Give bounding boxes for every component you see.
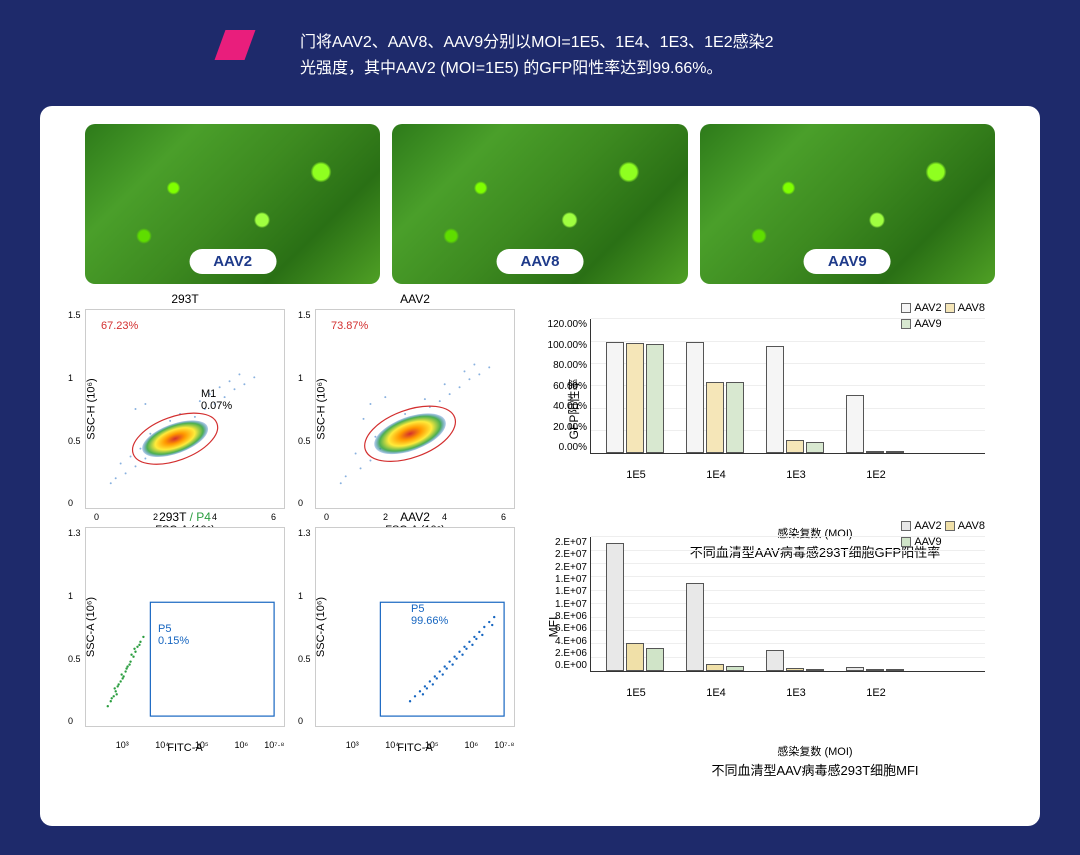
micrograph-aav8: AAV8 bbox=[392, 124, 687, 284]
scatter-aav2-p4: AAV2 SSC-A (10⁶) P599.66% 10³10⁴10⁵10⁶10… bbox=[315, 527, 515, 727]
scatter-title: 293T bbox=[86, 292, 284, 306]
scatter-plot-icon bbox=[316, 310, 514, 508]
scatter-293t: 293T SSC-H (10⁶) 67.23% M10.07% 0246 00.… bbox=[85, 309, 285, 509]
scatter-title: AAV2 bbox=[316, 510, 514, 524]
header-line1: 门将AAV2、AAV8、AAV9分别以MOI=1E5、1E4、1E3、1E2感染… bbox=[300, 30, 1040, 56]
scatter-title: AAV2 bbox=[316, 292, 514, 306]
bar-chart-mfi: AAV2 AAV8 AAV9 MFI 0.E+002.E+064.E+066.E… bbox=[545, 527, 995, 727]
bar-plot-area: 0.E+002.E+064.E+066.E+068.E+061.E+071.E+… bbox=[590, 537, 985, 672]
micro-label: AAV2 bbox=[189, 249, 276, 274]
y-ticks: 00.511.5 bbox=[68, 310, 81, 508]
y-ticks: 00.511.3 bbox=[68, 528, 81, 726]
micrograph-row: AAV2 AAV8 AAV9 bbox=[85, 124, 995, 284]
legend-swatch-icon bbox=[901, 303, 911, 313]
header-text: 门将AAV2、AAV8、AAV9分别以MOI=1E5、1E4、1E3、1E2感染… bbox=[0, 0, 1080, 106]
chart-grid: 293T SSC-H (10⁶) 67.23% M10.07% 0246 00.… bbox=[85, 309, 995, 727]
gate-percent: 67.23% bbox=[101, 320, 138, 332]
x-axis-label: FITC-A bbox=[86, 742, 284, 754]
p5-label: P50.15% bbox=[158, 623, 189, 647]
header-line2: 光强度，其中AAV2 (MOI=1E5) 的GFP阳性率达到99.66%。 bbox=[300, 56, 1040, 82]
x-axis-label: FITC-A bbox=[316, 742, 514, 754]
x-axis-label: 感染复数 (MOI) bbox=[590, 743, 1040, 759]
scatter-293t-p4: 293T / P4 SSC-A (10⁶) P50.15% 10³10⁴10⁵1… bbox=[85, 527, 285, 727]
legend-swatch-icon bbox=[901, 521, 911, 531]
scatter-plot-icon bbox=[316, 528, 514, 726]
chart-caption: 不同血清型AAV病毒感293T细胞MFI bbox=[590, 760, 1040, 779]
gate-percent: 73.87% bbox=[331, 320, 368, 332]
scatter-title: 293T / P4 bbox=[86, 510, 284, 524]
micro-label: AAV9 bbox=[804, 249, 891, 274]
y-ticks: 00.511.3 bbox=[298, 528, 311, 726]
scatter-plot-icon bbox=[86, 310, 284, 508]
micrograph-aav9: AAV9 bbox=[700, 124, 995, 284]
bar-chart-gfp: AAV2 AAV8 AAV9 GFP阳性率 0.00%20.00%40.00%6… bbox=[545, 309, 995, 509]
content-card: AAV2 AAV8 AAV9 293T SSC-H (10⁶) 67.23% M… bbox=[40, 106, 1040, 826]
micro-label: AAV8 bbox=[497, 249, 584, 274]
bar-plot-area: 0.00%20.00%40.00%60.00%80.00%100.00%120.… bbox=[590, 319, 985, 454]
legend-swatch-icon bbox=[945, 303, 955, 313]
scatter-aav2: AAV2 SSC-H (10⁶) 73.87% 0246 00.511.5 FS… bbox=[315, 309, 515, 509]
y-ticks: 00.511.5 bbox=[298, 310, 311, 508]
m1-label: M10.07% bbox=[201, 388, 232, 412]
legend-swatch-icon bbox=[945, 521, 955, 531]
p5-label: P599.66% bbox=[411, 603, 448, 627]
micrograph-aav2: AAV2 bbox=[85, 124, 380, 284]
